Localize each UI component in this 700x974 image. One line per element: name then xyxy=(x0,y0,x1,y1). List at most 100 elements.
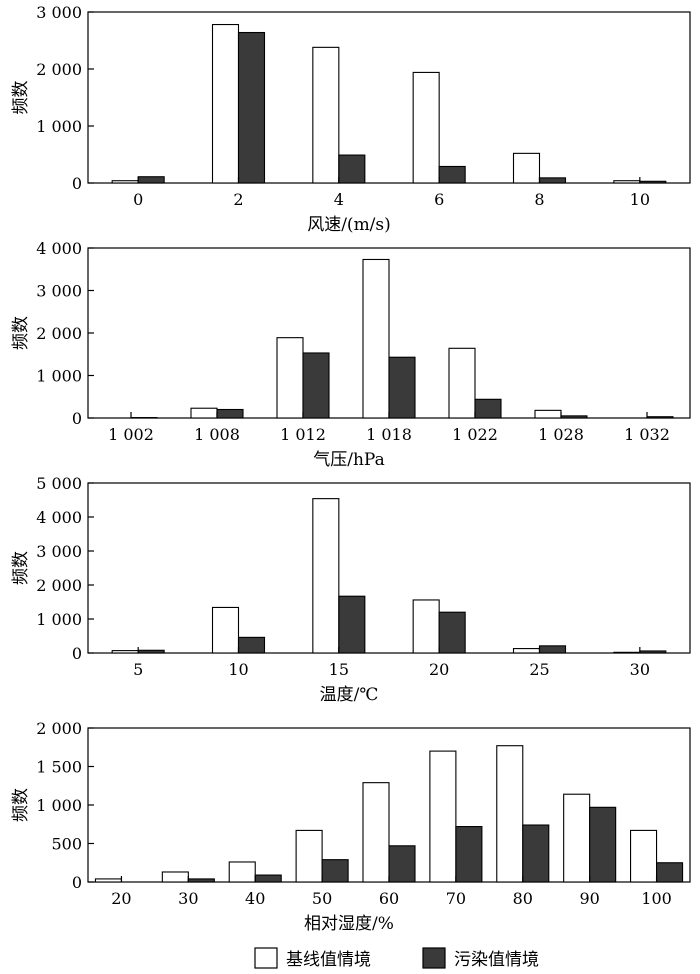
legend-label-baseline: 基线值情境 xyxy=(286,950,371,970)
x-tick-label: 25 xyxy=(529,660,549,679)
x-tick-label: 50 xyxy=(312,889,332,908)
bar-pollution xyxy=(538,645,567,654)
bar-baseline xyxy=(211,23,240,184)
bar-pollution xyxy=(455,826,483,883)
chart-panel-4: 0 500 1 000 1 500 2 000 频数 20 30 40 50 60 70 80 90 100… xyxy=(11,719,691,934)
bar-pollution xyxy=(237,636,266,654)
bar-baseline xyxy=(429,750,457,883)
bar-baseline xyxy=(312,46,340,184)
bar-pollution xyxy=(216,408,244,419)
y-tick-label: 2 000 xyxy=(36,576,82,595)
x-tick-label: 5 xyxy=(133,660,143,679)
bar-pollution xyxy=(388,845,416,883)
bar-baseline xyxy=(362,258,390,419)
y-tick-label: 0 xyxy=(72,409,82,428)
bar-pollution xyxy=(639,650,667,654)
x-axis-title: 温度/℃ xyxy=(320,685,379,705)
y-axis-title: 频数 xyxy=(11,316,31,350)
bar-baseline xyxy=(161,871,189,883)
x-tick-label: 8 xyxy=(534,190,544,209)
bar-pollution xyxy=(338,595,366,654)
x-tick-label: 10 xyxy=(630,190,650,209)
legend-swatch-pollution xyxy=(422,947,446,969)
bar-baseline xyxy=(94,878,122,883)
bar-baseline xyxy=(190,407,218,419)
legend-label-pollution: 污染值情境 xyxy=(454,950,539,970)
y-axis-title: 频数 xyxy=(11,81,31,115)
y-tick-label: 3 000 xyxy=(36,3,82,22)
y-tick-label: 3 000 xyxy=(36,282,82,301)
x-tick-label: 1 022 xyxy=(452,425,498,444)
x-tick-label: 1 012 xyxy=(280,425,326,444)
chart-panel-2: 0 1 000 2 000 3 000 4 000 频数 1 002 1 008 1 012 1 … xyxy=(11,239,691,470)
bar-baseline xyxy=(613,180,641,184)
x-tick-label: 90 xyxy=(579,889,599,908)
bar-baseline xyxy=(613,651,641,654)
chart-panel-1: 0 1 000 2 000 3 000 频数 0 2 4 6 8 10 风速/(m/s) xyxy=(11,3,691,235)
y-axis-title: 频数 xyxy=(11,551,31,585)
bar-baseline xyxy=(512,152,541,184)
x-tick-label: 0 xyxy=(133,190,143,209)
y-tick-label: 4 000 xyxy=(36,239,82,258)
y-tick-label: 500 xyxy=(51,835,82,854)
bar-pollution xyxy=(438,611,466,654)
x-tick-label: 30 xyxy=(630,660,650,679)
x-axis-title: 风速/(m/s) xyxy=(307,215,391,235)
bar-pollution xyxy=(338,154,366,184)
y-tick-label: 1 000 xyxy=(36,610,82,629)
bar-pollution xyxy=(560,415,588,419)
x-tick-label: 4 xyxy=(334,190,344,209)
bar-baseline xyxy=(211,606,240,654)
x-tick-label: 20 xyxy=(429,660,449,679)
x-tick-label: 20 xyxy=(111,889,131,908)
y-tick-label: 2 000 xyxy=(36,719,82,738)
bar-baseline xyxy=(312,498,340,654)
bar-pollution xyxy=(388,356,416,419)
x-tick-label: 1 018 xyxy=(366,425,412,444)
bar-baseline xyxy=(563,793,591,883)
x-tick-label: 1 028 xyxy=(538,425,584,444)
legend: 基线值情境 污染值情境 xyxy=(254,947,539,970)
bar-pollution xyxy=(254,874,282,883)
bar-baseline xyxy=(111,650,139,654)
bar-baseline xyxy=(496,745,524,883)
y-tick-label: 2 000 xyxy=(36,60,82,79)
bar-pollution xyxy=(522,824,550,883)
chart-panel-3: 0 1 000 2 000 3 000 4 000 5 000 频数 5 10 15 20 25 30 温… xyxy=(11,474,691,705)
x-tick-label: 1 002 xyxy=(108,425,154,444)
bar-pollution xyxy=(589,806,617,883)
bar-pollution xyxy=(474,398,502,419)
y-tick-label: 0 xyxy=(72,873,82,892)
legend-swatch-baseline xyxy=(254,947,278,969)
x-tick-label: 30 xyxy=(178,889,198,908)
bar-pollution xyxy=(656,862,684,883)
y-tick-label: 0 xyxy=(72,644,82,663)
x-tick-label: 70 xyxy=(446,889,466,908)
bar-baseline xyxy=(412,71,440,184)
y-axis-title: 频数 xyxy=(11,788,31,822)
bar-baseline xyxy=(630,829,658,883)
x-tick-label: 60 xyxy=(379,889,399,908)
y-tick-label: 2 000 xyxy=(36,324,82,343)
y-tick-label: 3 000 xyxy=(36,542,82,561)
bar-pollution xyxy=(438,165,466,184)
bar-pollution xyxy=(137,176,165,184)
y-tick-label: 1 500 xyxy=(36,758,82,777)
bar-baseline xyxy=(448,347,476,419)
x-axis-title: 相对湿度/% xyxy=(304,914,394,934)
bar-pollution xyxy=(237,31,266,184)
y-tick-label: 1 000 xyxy=(36,117,82,136)
x-tick-label: 10 xyxy=(228,660,248,679)
bar-baseline xyxy=(228,861,256,883)
x-tick-label: 6 xyxy=(434,190,444,209)
plot-frame xyxy=(87,11,691,184)
y-tick-label: 1 000 xyxy=(36,796,82,815)
bar-pollution xyxy=(639,180,667,184)
bar-pollution xyxy=(137,649,165,654)
bar-baseline xyxy=(412,599,440,654)
y-tick-label: 0 xyxy=(72,174,82,193)
x-tick-label: 40 xyxy=(245,889,265,908)
y-tick-label: 4 000 xyxy=(36,508,82,527)
bar-pollution xyxy=(646,416,674,419)
